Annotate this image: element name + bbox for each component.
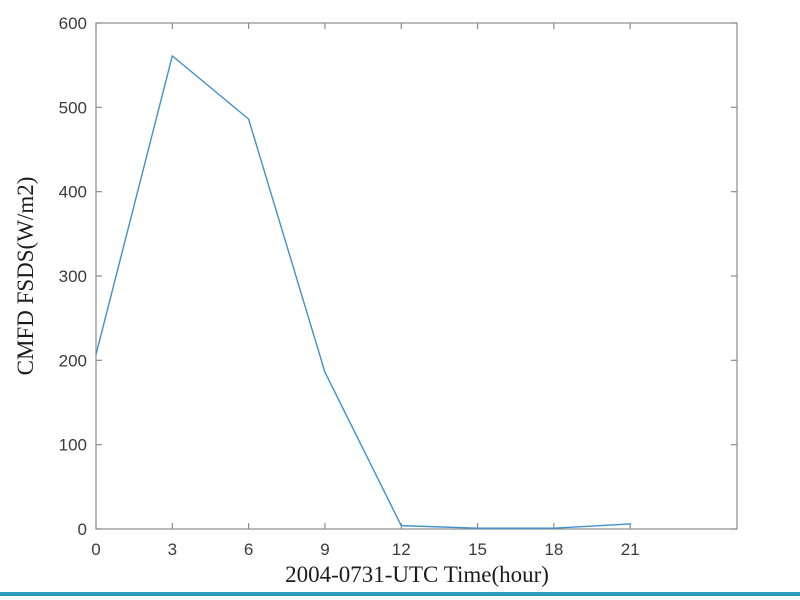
data-line [95,55,631,529]
y-tick-label: 300 [59,267,87,286]
y-tick-label: 100 [59,436,87,455]
x-tick-label: 15 [468,540,487,559]
x-tick-label: 9 [320,540,329,559]
y-tick-label: 400 [59,183,87,202]
x-tick-label: 18 [544,540,563,559]
y-axis-label: CMFD FSDS(W/m2) [13,176,38,376]
y-tick-label: 500 [59,98,87,117]
y-tick-label: 0 [78,520,87,539]
x-tick-label: 6 [244,540,253,559]
x-tick-label: 0 [91,540,100,559]
x-axis-label: 2004-0731-UTC Time(hour) [285,562,549,587]
plot-box [95,22,738,530]
bottom-accent-bar [0,592,800,596]
x-tick-label: 3 [168,540,177,559]
y-tick-label: 200 [59,351,87,370]
x-tick-label: 21 [621,540,640,559]
x-tick-label: 12 [392,540,411,559]
y-tick-label: 600 [59,14,87,33]
